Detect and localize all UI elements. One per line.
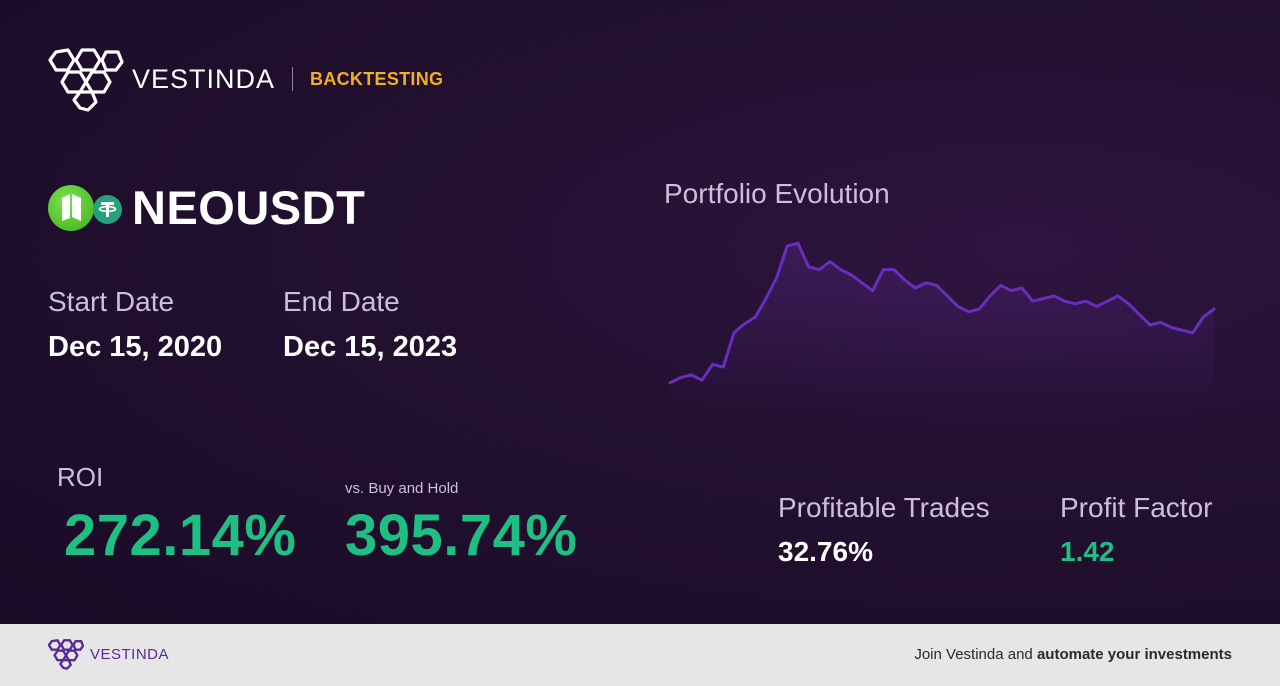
roi-value: 272.14% [64,503,297,568]
brand-header: VESTINDA BACKTESTING [48,46,443,112]
profit-factor-label: Profit Factor [1060,492,1213,523]
buy-hold-label: vs. Buy and Hold [345,480,459,497]
profit-factor-value: 1.42 [1060,536,1115,567]
brand-tag: BACKTESTING [310,68,444,89]
backtest-card: VESTINDA BACKTESTING NEOUSDT Start Date … [0,0,1280,624]
footer-cta[interactable]: Join Vestinda and automate your investme… [914,646,1232,663]
brand-divider [292,67,294,91]
profitable-trades-label: Profitable Trades [778,492,990,523]
end-date-value: Dec 15, 2023 [283,331,458,363]
vestinda-logo-icon [48,639,84,670]
chart-title: Portfolio Evolution [664,178,890,209]
start-date-value: Dec 15, 2020 [48,331,223,363]
vestinda-logo-icon [48,48,124,112]
footer: VESTINDA Join Vestinda and automate your… [0,624,1280,686]
portfolio-line [668,241,1216,385]
footer-cta-bold: automate your investments [1036,646,1232,663]
portfolio-area [670,243,1214,410]
buy-hold-value: 395.74% [345,503,578,568]
end-date-label: End Date [283,286,400,317]
footer-brand: VESTINDA [48,638,169,670]
brand-name: VESTINDA [132,63,276,94]
footer-cta-text: Join Vestinda and [914,646,1037,663]
roi-label: ROI [57,462,104,492]
portfolio-chart [668,241,1216,410]
start-date-label: Start Date [48,286,175,317]
footer-brand-name: VESTINDA [90,645,170,663]
tether-coin-icon [93,195,122,224]
pair-name: NEOUSDT [132,181,366,234]
neo-coin-icon [48,184,94,231]
trading-pair: NEOUSDT [48,180,365,235]
profitable-trades-value: 32.76% [778,536,873,567]
